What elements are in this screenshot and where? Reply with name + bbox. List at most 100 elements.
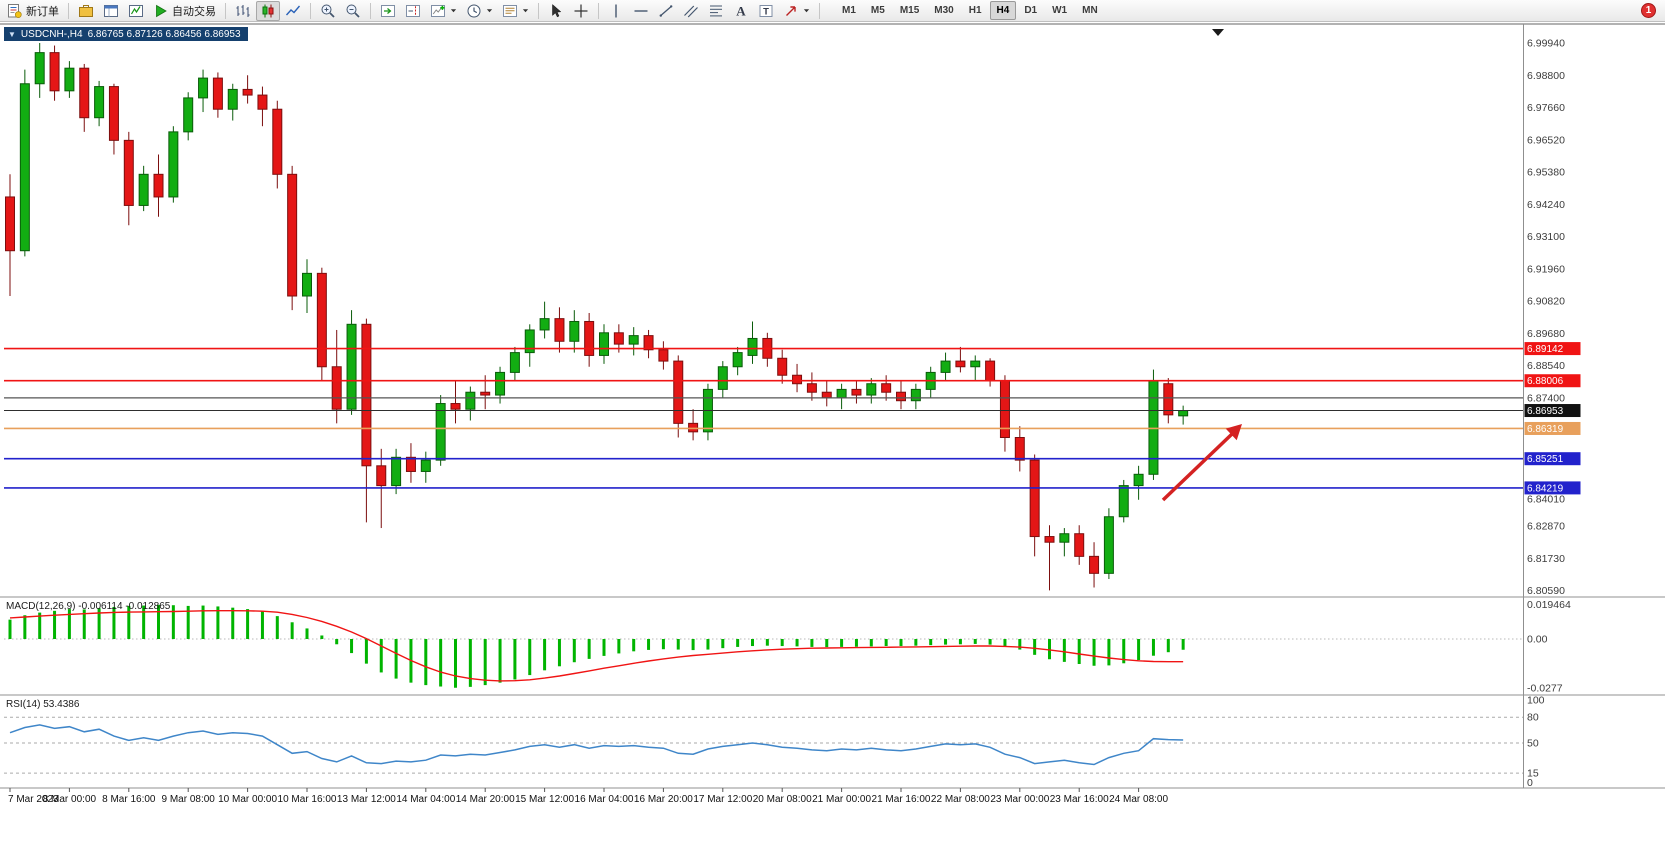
price-axis-label: 6.84010: [1527, 493, 1565, 505]
toolbar-separator: [819, 2, 820, 19]
zoom-in-button[interactable]: [316, 1, 340, 21]
time-axis-label: 17 Mar 12:00: [693, 794, 752, 805]
candle: [1118, 479, 1129, 523]
chart-symbol-period: USDCNH-,H4: [20, 28, 83, 40]
timeframe-W1[interactable]: W1: [1052, 5, 1068, 16]
candle: [108, 83, 119, 155]
price-axis-label: 6.99940: [1527, 38, 1565, 50]
candlestick-chart-button[interactable]: [256, 0, 280, 21]
chart-canvas[interactable]: 6.89142 6.88006 6.86953 6.86319 6.85251 6.842…: [0, 22, 1665, 842]
macd-histogram-bar: [676, 639, 680, 650]
macd-histogram-bar: [53, 610, 57, 639]
candle: [34, 43, 45, 98]
candle: [1044, 525, 1055, 591]
candle: [509, 346, 520, 381]
fibonacci-button[interactable]: [704, 1, 728, 21]
macd-histogram-bar: [513, 639, 517, 680]
timeframe-M5[interactable]: M5: [870, 5, 885, 16]
macd-histogram-bar: [483, 639, 487, 686]
macd-histogram-bar: [216, 606, 220, 639]
candle: [777, 349, 788, 384]
arrow-shaft: [1161, 432, 1234, 502]
candle: [1059, 528, 1070, 557]
crosshair-button[interactable]: [569, 1, 593, 21]
trend-arrow-annotation[interactable]: [1161, 424, 1242, 502]
vertical-line-button[interactable]: [604, 1, 628, 21]
timeframe-MN[interactable]: MN: [1082, 5, 1098, 16]
macd-histogram-bar: [632, 639, 636, 652]
time-axis-label: 20 Mar 08:00: [753, 794, 812, 805]
price-axis-label: 6.94240: [1527, 199, 1565, 211]
indicators-button[interactable]: [426, 1, 461, 21]
price-axis-label: 6.90820: [1527, 296, 1565, 308]
zoom-in-icon: [320, 3, 336, 19]
timeframe-M30[interactable]: M30: [934, 5, 954, 16]
toolbar-separator: [598, 2, 599, 19]
zoom-out-icon: [345, 3, 361, 19]
macd-histogram-bar: [543, 639, 547, 671]
rsi-axis-label: 0: [1527, 777, 1533, 789]
chart-shift-button[interactable]: [401, 1, 425, 21]
data-window-button[interactable]: [124, 1, 148, 21]
candle: [1029, 454, 1040, 557]
channel-button[interactable]: [679, 1, 703, 21]
macd-histogram-bar: [454, 639, 457, 688]
horizontal-line-button[interactable]: [629, 1, 653, 21]
candle: [242, 75, 253, 104]
templates-button[interactable]: [498, 1, 533, 21]
price-badge-label: 6.86319: [1527, 424, 1564, 435]
new-order-icon: [7, 3, 23, 19]
profiles-button[interactable]: [74, 1, 98, 21]
trendline-button[interactable]: [654, 1, 678, 21]
cursor-button[interactable]: [544, 1, 568, 21]
macd-histogram-bar: [973, 639, 977, 644]
notification-badge[interactable]: 1: [1641, 3, 1656, 18]
candle: [435, 395, 446, 466]
price-axis[interactable]: 6.99940 6.98800 6.97660 6.96520 6.95380 6.942…: [1527, 38, 1565, 598]
macd-indicator-label: MACD(12,26,9) -0.006114 -0.012865: [6, 601, 170, 612]
time-axis-label: 8 Mar 16:00: [102, 794, 156, 805]
auto-scroll-button[interactable]: [376, 1, 400, 21]
macd-histogram-bar: [246, 609, 250, 639]
price-axis-label: 6.87400: [1527, 392, 1565, 404]
price-badge-label: 6.85251: [1527, 454, 1564, 465]
timeframe-H1[interactable]: H1: [968, 5, 982, 16]
market-watch-button[interactable]: [99, 1, 123, 21]
one-click-trading-collapse-icon[interactable]: ▼: [8, 29, 16, 39]
timeframe-M15[interactable]: M15: [899, 5, 920, 16]
macd-histogram-bar: [439, 639, 443, 687]
timeframe-H4[interactable]: H4: [989, 1, 1017, 20]
timeframe-D1[interactable]: D1: [1024, 5, 1038, 16]
macd-histogram-bar: [1181, 639, 1185, 650]
candle: [524, 324, 535, 367]
macd-histogram-bar: [1137, 639, 1141, 661]
macd-histogram-bar: [23, 615, 27, 639]
macd-axis-label: 0.00: [1527, 634, 1548, 646]
text-label-button[interactable]: T: [754, 1, 778, 21]
macd-axis-label: 0.019464: [1527, 599, 1571, 611]
text-button[interactable]: A: [729, 1, 753, 21]
new-order-button[interactable]: 新订单: [3, 1, 63, 21]
arrows-button[interactable]: [779, 1, 814, 21]
macd-histogram-bar: [290, 622, 294, 639]
macd-histogram-bar: [350, 639, 354, 654]
macd-histogram-bar: [914, 639, 918, 646]
bar-chart-button[interactable]: [231, 1, 255, 21]
window-icon: [103, 3, 119, 19]
candle: [346, 310, 357, 415]
macd-histogram-bar: [736, 639, 740, 647]
chart-shift-marker[interactable]: [1212, 29, 1224, 36]
candle: [465, 386, 476, 421]
auto-trading-button-label: 自动交易: [172, 5, 216, 18]
periods-button[interactable]: [462, 1, 497, 21]
zoom-out-button[interactable]: [341, 1, 365, 21]
macd-histogram-bar: [127, 605, 131, 639]
chart-ohlc-values: 6.86765 6.87126 6.86456 6.86953: [87, 28, 241, 40]
line-chart-button[interactable]: [281, 1, 305, 21]
price-badge: [1524, 452, 1581, 466]
auto-trading-button[interactable]: 自动交易: [149, 1, 220, 21]
price-axis-label: 6.95380: [1527, 167, 1565, 179]
timeframe-M1[interactable]: M1: [842, 5, 856, 16]
